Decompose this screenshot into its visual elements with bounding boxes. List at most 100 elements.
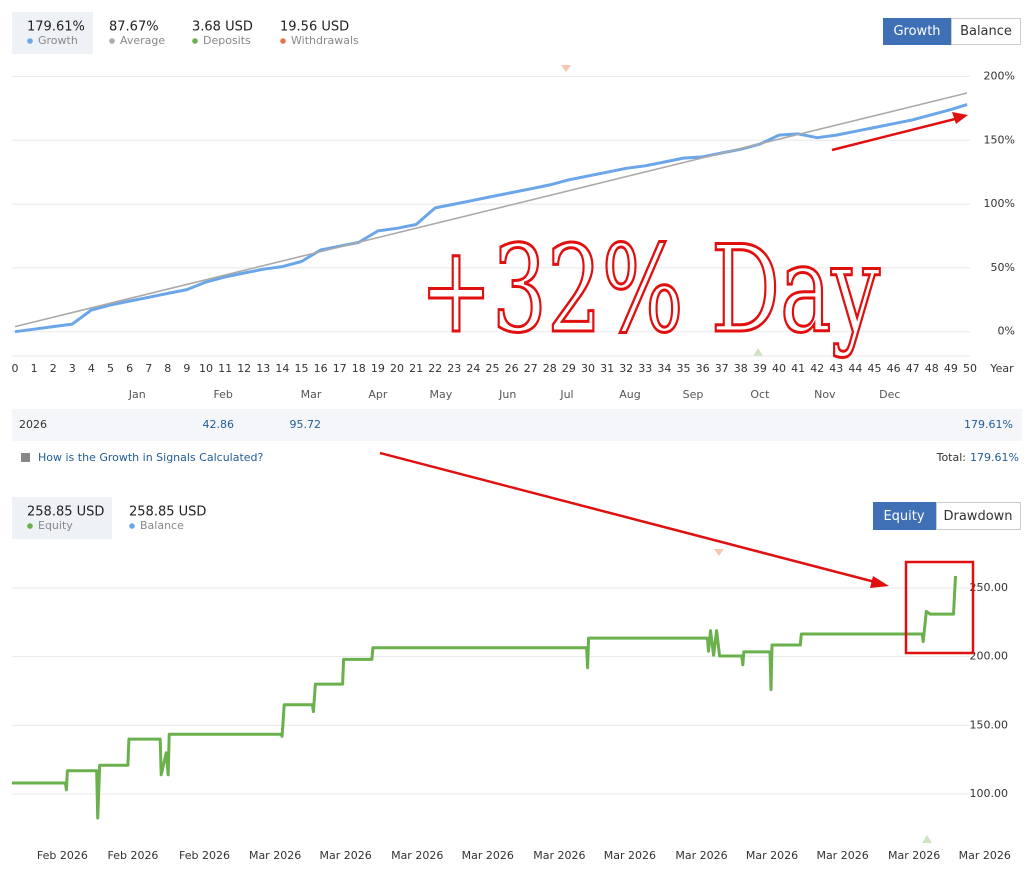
tab-active[interactable] bbox=[873, 502, 936, 530]
x-tick-label: 31 bbox=[600, 362, 614, 375]
legend-dot bbox=[109, 38, 115, 44]
y-tick-label: 200.00 bbox=[970, 650, 1009, 663]
month-cell: 42.86 bbox=[203, 418, 235, 431]
x-tick-label: Mar 2026 bbox=[675, 849, 727, 862]
x-tick-label: 22 bbox=[428, 362, 442, 375]
y-tick-label: 250.00 bbox=[970, 581, 1009, 594]
x-tick-label: Feb 2026 bbox=[37, 849, 88, 862]
x-tick-label: 39 bbox=[753, 362, 767, 375]
x-tick-label: 17 bbox=[333, 362, 347, 375]
tab[interactable] bbox=[936, 502, 1021, 530]
x-tick-label: 29 bbox=[562, 362, 576, 375]
selected-legend-bg bbox=[12, 497, 112, 539]
x-tick-label: 1 bbox=[31, 362, 38, 375]
total-value: 179.61% bbox=[970, 451, 1019, 464]
annotations: +32% Day bbox=[379, 112, 975, 655]
x-tick-label: 27 bbox=[524, 362, 538, 375]
x-tick-label: 48 bbox=[925, 362, 939, 375]
x-tick-label: Mar 2026 bbox=[320, 849, 372, 862]
series-line bbox=[12, 575, 957, 820]
legend-value: 258.85 USD bbox=[27, 505, 104, 520]
x-tick-label: 37 bbox=[715, 362, 729, 375]
table-row-bg bbox=[12, 409, 1022, 441]
month-label: Oct bbox=[750, 388, 770, 401]
arrowhead bbox=[870, 576, 889, 588]
handwritten-note: +32% Day bbox=[420, 221, 880, 360]
x-tick-label: Mar 2026 bbox=[462, 849, 514, 862]
tab-label[interactable]: Balance bbox=[960, 24, 1012, 39]
tab-label[interactable]: Growth bbox=[893, 24, 940, 39]
series-line bbox=[14, 92, 968, 328]
month-label: Aug bbox=[619, 388, 640, 401]
x-tick-label: 7 bbox=[145, 362, 152, 375]
month-label: Jun bbox=[498, 388, 516, 401]
legend-value: 179.61% bbox=[27, 20, 85, 35]
info-icon bbox=[21, 453, 30, 462]
x-tick-label: 41 bbox=[791, 362, 805, 375]
marker bbox=[714, 549, 724, 556]
month-label: Sep bbox=[683, 388, 704, 401]
x-tick-label: 16 bbox=[314, 362, 328, 375]
legend-label: Balance bbox=[140, 519, 184, 532]
x-tick-label: 24 bbox=[466, 362, 480, 375]
x-tick-label: 46 bbox=[887, 362, 901, 375]
x-tick-label: 36 bbox=[696, 362, 710, 375]
tab-label[interactable]: Equity bbox=[883, 509, 924, 524]
x-tick-label: 2 bbox=[50, 362, 57, 375]
x-tick-label: 13 bbox=[256, 362, 270, 375]
x-tick-label: 23 bbox=[447, 362, 461, 375]
tab-active[interactable] bbox=[883, 18, 951, 45]
x-tick-label: Feb 2026 bbox=[179, 849, 230, 862]
total-cell: 179.61% bbox=[964, 418, 1013, 431]
plots: 0%50%100%150%200%0 1 2 3 4 5 6 7 8 9 10 11 12 13 14 15 1… bbox=[12, 20, 1016, 863]
x-tick-label: 45 bbox=[868, 362, 882, 375]
month-label: Nov bbox=[814, 388, 836, 401]
x-tick-label: 3 bbox=[69, 362, 76, 375]
x-tick-label: 40 bbox=[772, 362, 786, 375]
highlight-box bbox=[904, 560, 975, 655]
x-tick-label: 8 bbox=[164, 362, 171, 375]
selected-legend-bg bbox=[12, 12, 93, 54]
month-label: Mar bbox=[301, 388, 322, 401]
month-label: Jan bbox=[128, 388, 146, 401]
x-tick-label: 28 bbox=[543, 362, 557, 375]
arrow bbox=[831, 117, 956, 152]
x-axis-label: Year bbox=[989, 362, 1014, 375]
total-label: Total: bbox=[936, 451, 966, 464]
legend-dot bbox=[27, 523, 33, 529]
marker bbox=[753, 348, 763, 356]
x-tick-label: 26 bbox=[505, 362, 519, 375]
x-tick-label: Mar 2026 bbox=[746, 849, 798, 862]
legend-value: 3.68 USD bbox=[192, 20, 253, 35]
legend-dot bbox=[280, 38, 286, 44]
marker bbox=[922, 835, 932, 843]
x-tick-label: 44 bbox=[848, 362, 862, 375]
legend-dot bbox=[27, 38, 33, 44]
marker bbox=[561, 65, 571, 72]
x-tick-label: 43 bbox=[829, 362, 843, 375]
month-label: Feb bbox=[213, 388, 232, 401]
x-tick-label: Mar 2026 bbox=[604, 849, 656, 862]
x-tick-label: 6 bbox=[126, 362, 133, 375]
arrowhead bbox=[952, 112, 968, 124]
x-tick-label: 19 bbox=[371, 362, 385, 375]
x-tick-label: Mar 2026 bbox=[533, 849, 585, 862]
help-link[interactable]: How is the Growth in Signals Calculated? bbox=[38, 451, 264, 464]
tab-label[interactable]: Drawdown bbox=[943, 509, 1012, 524]
x-tick-label: 35 bbox=[677, 362, 691, 375]
x-tick-label: 42 bbox=[810, 362, 824, 375]
arrow bbox=[379, 451, 876, 584]
x-tick-label: 14 bbox=[275, 362, 289, 375]
x-tick-label: 33 bbox=[638, 362, 652, 375]
x-tick-label: 47 bbox=[906, 362, 920, 375]
x-tick-label: Mar 2026 bbox=[816, 849, 868, 862]
legend-label: Average bbox=[120, 34, 165, 47]
x-tick-label: 50 bbox=[963, 362, 977, 375]
month-label: Apr bbox=[368, 388, 388, 401]
tab[interactable] bbox=[951, 18, 1021, 45]
x-tick-label: 21 bbox=[409, 362, 423, 375]
legend-label: Growth bbox=[38, 34, 78, 47]
y-tick-label: 100% bbox=[984, 197, 1015, 210]
